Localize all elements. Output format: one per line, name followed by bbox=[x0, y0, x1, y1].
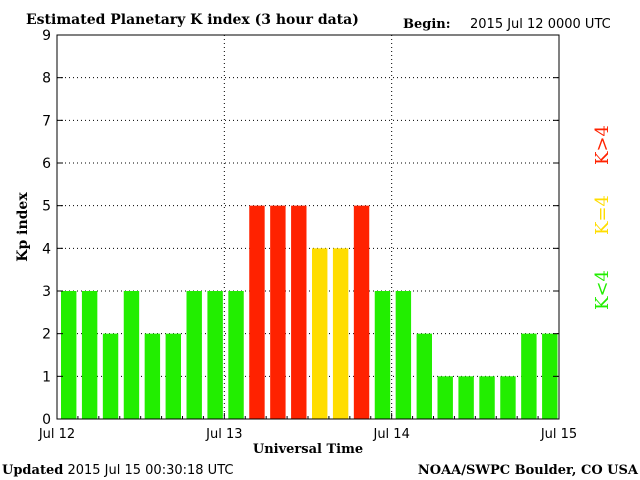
legend-item-label: K=4 bbox=[592, 195, 613, 235]
kp-bar bbox=[144, 333, 161, 419]
legend-item-label: K<4 bbox=[592, 270, 613, 310]
x-axis-ticks: Jul 12 Jul 13 Jul 14 Jul 15 bbox=[38, 413, 577, 442]
kp-bar bbox=[479, 376, 495, 419]
kp-bar bbox=[207, 291, 223, 419]
kp-bar bbox=[542, 333, 558, 419]
legend-item-label: K>4 bbox=[592, 125, 613, 165]
kp-bar bbox=[437, 376, 453, 419]
kp-bar bbox=[291, 205, 307, 419]
y-tick-label: 3 bbox=[42, 284, 51, 300]
begin-value: 2015 Jul 12 0000 UTC bbox=[470, 17, 611, 32]
kp-bar bbox=[500, 376, 516, 419]
x-tick-label: Jul 15 bbox=[540, 427, 577, 442]
y-tick-label: 2 bbox=[42, 327, 51, 343]
kp-bar bbox=[312, 248, 328, 419]
kp-bar bbox=[521, 333, 537, 419]
credit-label: NOAA/SWPC Boulder, CO USA bbox=[418, 463, 639, 478]
kp-bar bbox=[61, 291, 77, 419]
kp-bar bbox=[458, 376, 474, 419]
kp-bar bbox=[102, 333, 119, 419]
y-tick-label: 4 bbox=[42, 241, 51, 257]
kp-bar bbox=[165, 333, 181, 419]
kp-bar bbox=[395, 291, 412, 419]
kp-bar bbox=[332, 248, 349, 419]
kp-bar bbox=[374, 291, 391, 419]
bar-series bbox=[61, 205, 558, 419]
x-tick-label: Jul 12 bbox=[38, 427, 75, 442]
y-tick-label: 7 bbox=[42, 113, 51, 129]
updated-label: Updated 2015 Jul 15 00:30:18 UTC bbox=[2, 463, 233, 478]
kp-bar bbox=[416, 333, 432, 419]
y-tick-label: 9 bbox=[42, 28, 51, 44]
kp-bar bbox=[186, 291, 202, 419]
kp-bar bbox=[249, 205, 265, 419]
kp-bar bbox=[353, 205, 370, 419]
chart-title: Estimated Planetary K index (3 hour data… bbox=[26, 12, 359, 28]
kp-bar bbox=[270, 205, 286, 419]
y-axis-label: Kp index bbox=[15, 192, 31, 262]
y-axis-ticks: 0 1 2 3 4 5 6 7 8 9 bbox=[42, 28, 559, 428]
y-tick-label: 0 bbox=[42, 412, 51, 428]
legend: K>4 K=4 K<4 bbox=[592, 125, 613, 310]
x-tick-label: Jul 13 bbox=[205, 427, 242, 442]
begin-label: Begin: bbox=[403, 17, 451, 32]
kp-bar bbox=[81, 291, 98, 419]
kp-bar bbox=[228, 291, 244, 419]
grid-lines bbox=[57, 35, 559, 419]
y-tick-label: 1 bbox=[42, 369, 51, 385]
y-tick-label: 8 bbox=[42, 71, 51, 87]
x-tick-label: Jul 14 bbox=[372, 427, 409, 442]
kp-bar bbox=[123, 291, 140, 419]
y-tick-label: 6 bbox=[42, 156, 51, 172]
y-tick-label: 5 bbox=[42, 199, 51, 215]
x-axis-label: Universal Time bbox=[253, 442, 363, 457]
